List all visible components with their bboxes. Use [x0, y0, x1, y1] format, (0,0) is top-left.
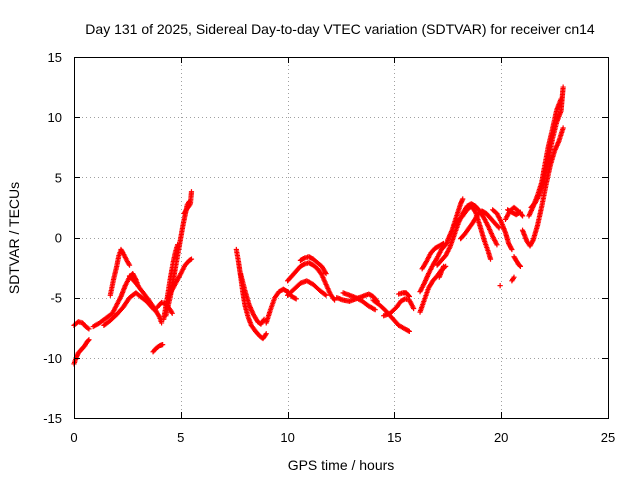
data-point	[440, 263, 447, 269]
data-point	[509, 246, 515, 253]
data-point	[158, 320, 165, 326]
data-point	[85, 325, 91, 331]
series-sat-ad	[445, 196, 466, 243]
x-tick-label: 15	[387, 430, 401, 445]
data-point	[460, 196, 466, 202]
data-point	[516, 210, 522, 216]
data-point	[560, 84, 566, 90]
series-sat-u	[370, 297, 412, 334]
series-sat-ag	[511, 254, 524, 269]
data-point	[261, 316, 267, 322]
data-point	[495, 224, 501, 230]
y-tick-label: 10	[48, 110, 62, 125]
series-sat-t	[340, 290, 378, 313]
data-point	[126, 262, 133, 268]
series-sat-b	[71, 319, 92, 332]
series-sat-an	[505, 207, 524, 218]
data-point	[405, 328, 411, 334]
series-sat-am	[528, 84, 566, 211]
data-point	[406, 328, 412, 334]
series-sat-ae	[436, 263, 447, 280]
data-point	[188, 256, 195, 262]
data-point	[519, 213, 526, 219]
y-tick-label: -5	[50, 291, 62, 306]
data-point	[497, 283, 503, 289]
data-points	[71, 84, 566, 367]
data-point	[322, 291, 328, 298]
data-point	[86, 337, 92, 343]
x-tick-label: 25	[601, 430, 615, 445]
data-point	[411, 305, 417, 312]
data-point	[85, 337, 91, 344]
data-point	[487, 256, 494, 262]
data-point	[517, 263, 524, 269]
data-point	[301, 261, 307, 268]
data-point	[560, 125, 566, 131]
y-tick-label: 5	[55, 170, 62, 185]
series-sat-p	[285, 260, 338, 303]
data-point	[169, 310, 175, 316]
data-point	[86, 326, 92, 332]
series-sat-q	[297, 254, 329, 277]
series-sat-g	[150, 341, 166, 355]
series-sat-ai	[497, 283, 503, 289]
y-axis-label: SDTVAR / TECUs	[6, 182, 22, 294]
data-point	[263, 331, 269, 337]
series-sat-r	[285, 278, 329, 298]
series-sat-x	[417, 238, 451, 295]
data-point	[293, 296, 299, 302]
series-sat-m	[233, 246, 269, 342]
series-sat-l	[181, 189, 195, 217]
series-sat-ac	[458, 208, 502, 242]
data-point	[405, 292, 412, 299]
data-point	[323, 292, 329, 298]
x-tick-label: 0	[70, 430, 77, 445]
data-point	[440, 240, 447, 247]
data-point	[174, 242, 181, 248]
data-point	[188, 189, 195, 195]
series-sat-ah	[509, 274, 517, 284]
data-point	[517, 262, 523, 269]
series-sat-af	[490, 207, 515, 253]
series-sat-i	[161, 242, 181, 322]
data-point	[372, 307, 378, 313]
data-point	[292, 295, 298, 301]
y-tick-label: -15	[43, 411, 62, 426]
data-point	[511, 274, 517, 280]
y-tick-label: -10	[43, 351, 62, 366]
series-sat-v	[381, 296, 417, 319]
data-point	[494, 242, 500, 248]
x-tick-label: 5	[177, 430, 184, 445]
x-axis-label: GPS time / hours	[288, 457, 395, 473]
data-point	[439, 241, 446, 247]
data-point	[406, 293, 412, 300]
data-point	[323, 271, 329, 277]
data-point	[496, 225, 502, 231]
series-sat-j	[154, 299, 175, 316]
axis-ticks: 0 5 10 15 20 25 -15 -10 -5 0 5 10 15	[43, 50, 615, 445]
y-tick-label: 15	[48, 50, 62, 65]
series-sat-y	[419, 240, 447, 272]
chart-title: Day 131 of 2025, Sidereal Day-to-day VTE…	[85, 21, 595, 37]
series-sat-w	[396, 290, 412, 300]
data-point	[160, 341, 166, 348]
y-tick-label: 0	[55, 231, 62, 246]
series-sat-n	[238, 271, 267, 327]
series-sat-o	[263, 286, 299, 326]
data-point	[301, 255, 307, 262]
series-sat-f	[126, 273, 165, 326]
grid-lines	[74, 57, 608, 418]
series-sat-c	[90, 271, 141, 330]
series-sat-k	[165, 256, 195, 301]
data-point	[517, 209, 524, 215]
x-tick-label: 20	[494, 430, 508, 445]
data-point	[187, 257, 194, 263]
series-sat-d	[107, 246, 133, 298]
x-tick-label: 10	[280, 430, 294, 445]
series-sat-aa	[434, 201, 500, 268]
